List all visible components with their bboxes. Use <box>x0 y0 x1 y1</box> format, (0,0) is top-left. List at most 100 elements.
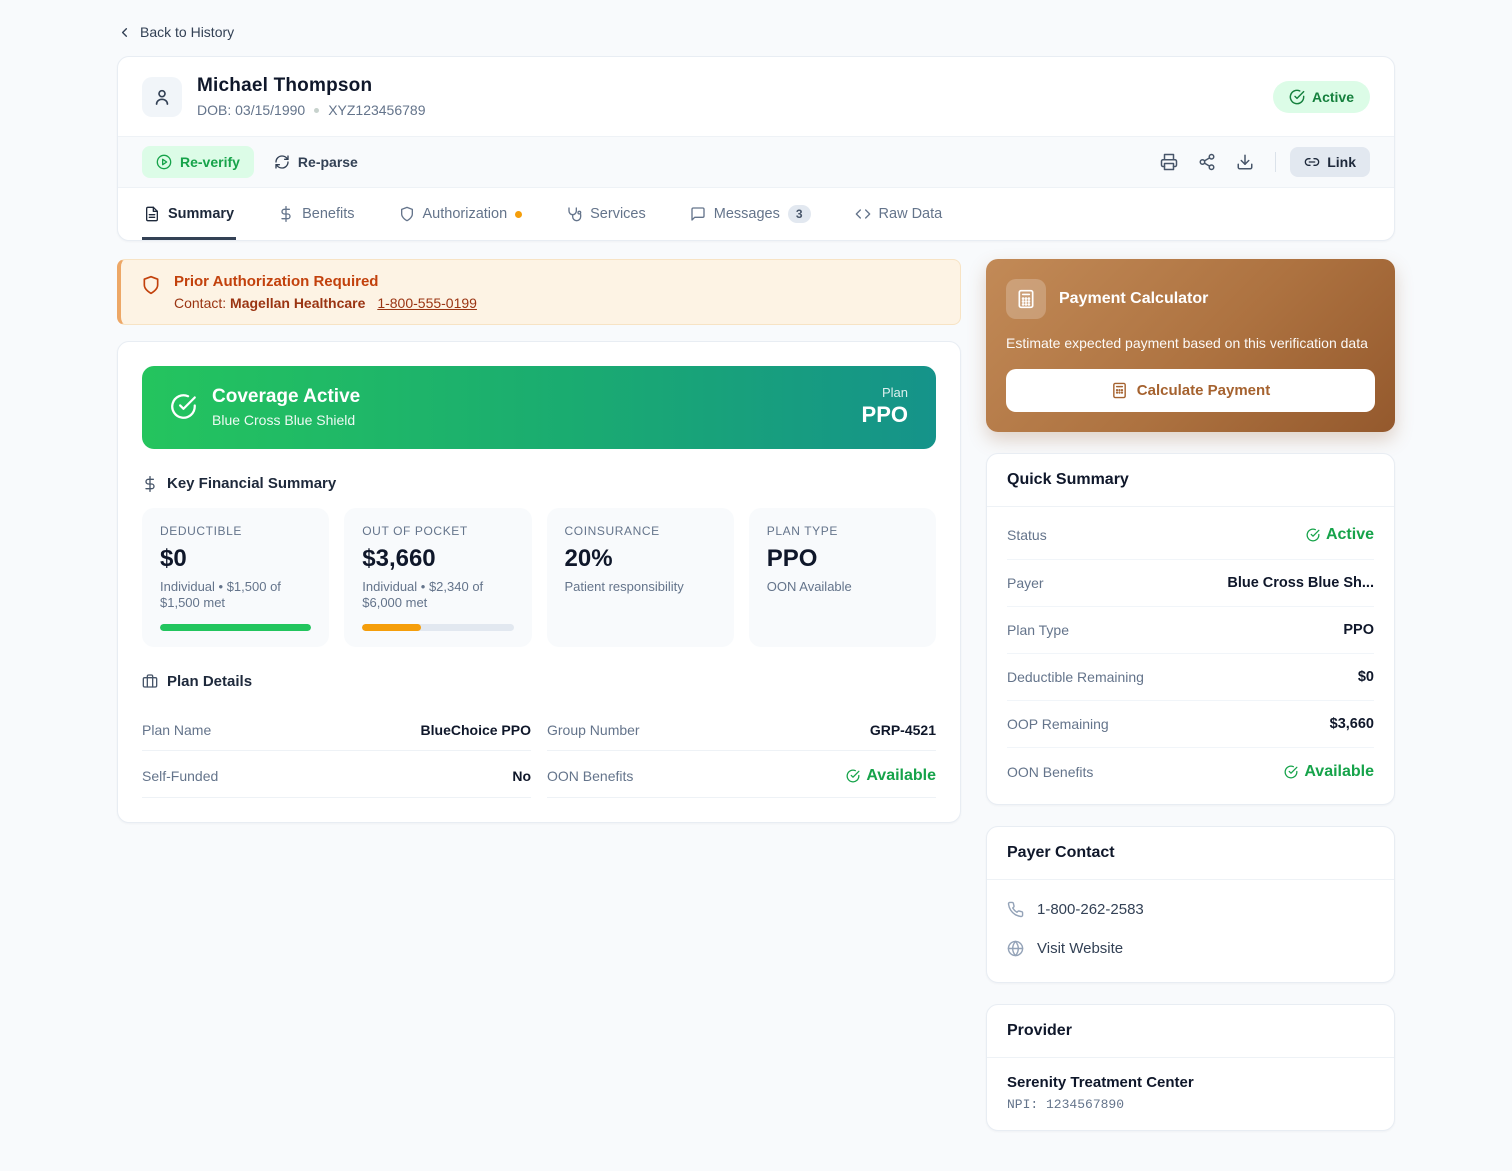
payer-website-label: Visit Website <box>1037 940 1124 958</box>
payment-calculator-header: Payment Calculator <box>1006 279 1375 319</box>
coverage-banner: Coverage Active Blue Cross Blue Shield P… <box>142 366 936 449</box>
summary-card: Coverage Active Blue Cross Blue Shield P… <box>117 341 961 823</box>
authorization-alert-dot <box>515 210 523 218</box>
share-icon <box>1198 153 1216 171</box>
share-button[interactable] <box>1191 147 1223 177</box>
side-column: Payment Calculator Estimate expected pay… <box>986 259 1395 1132</box>
tab-summary-label: Summary <box>168 206 235 222</box>
qs-row-plan-type: Plan Type PPO <box>1007 607 1374 655</box>
patient-header-card: Michael Thompson DOB: 03/15/1990 XYZ1234… <box>117 56 1395 241</box>
phone-icon <box>1007 901 1024 918</box>
check-circle-icon <box>846 769 860 783</box>
check-circle-icon <box>1306 528 1320 542</box>
print-button[interactable] <box>1153 147 1185 177</box>
patient-name: Michael Thompson <box>197 75 373 96</box>
coverage-plan-label: Plan <box>881 385 908 400</box>
detail-label: OON Benefits <box>547 767 634 784</box>
detail-value-available: Available <box>846 767 936 785</box>
provider-body: Serenity Treatment Center NPI: 123456789… <box>987 1058 1394 1130</box>
payer-phone-number: 1-800-262-2583 <box>1037 901 1144 919</box>
alert-content: Prior Authorization Required Contact: Ma… <box>174 273 477 311</box>
qs-row-status: Status Active <box>1007 511 1374 561</box>
coverage-title: Coverage Active <box>212 385 361 407</box>
plan-details-grid: Plan Name BlueChoice PPO Group Number GR… <box>142 706 936 798</box>
messages-count-badge: 3 <box>787 205 811 223</box>
stat-sub: Individual • $1,500 of $1,500 met <box>160 579 281 611</box>
tab-services[interactable]: Services <box>564 188 648 240</box>
payer-website-link[interactable]: Visit Website <box>1007 929 1374 968</box>
back-to-history-link[interactable]: Back to History <box>117 24 234 40</box>
detail-value: BlueChoice PPO <box>420 721 531 738</box>
reparse-button[interactable]: Re-parse <box>262 146 370 178</box>
stat-label: DEDUCTIBLE <box>160 524 243 538</box>
tab-bar: Summary Benefits Authorization Service <box>118 188 1394 240</box>
reparse-label: Re-parse <box>297 154 358 170</box>
financial-stats-grid: DEDUCTIBLE $0 Individual • $1,500 of $1,… <box>142 508 936 647</box>
calculator-icon <box>1016 289 1036 309</box>
tab-messages-label: Messages <box>713 206 780 222</box>
qs-row-oon-benefits: OON Benefits Available <box>1007 763 1374 781</box>
patient-meta: DOB: 03/15/1990 XYZ123456789 <box>197 102 426 118</box>
printer-icon <box>1160 153 1178 171</box>
qs-value-status: Active <box>1306 526 1374 544</box>
payer-contact-body: 1-800-262-2583 Visit Website <box>987 880 1394 982</box>
alert-contact-label: Contact: <box>174 295 227 311</box>
reverify-label: Re-verify <box>180 154 240 170</box>
alert-phone-link[interactable]: 1-800-555-0199 <box>377 295 477 311</box>
stat-value: $0 <box>160 545 187 572</box>
stat-value: $3,660 <box>362 545 436 572</box>
alert-contact-name: Magellan Healthcare <box>230 295 366 311</box>
message-square-icon <box>690 206 706 222</box>
tab-raw-data-label: Raw Data <box>878 206 943 222</box>
stat-value: PPO <box>766 545 818 572</box>
calculator-icon-box <box>1006 279 1046 319</box>
coverage-banner-left: Coverage Active Blue Cross Blue Shield <box>170 386 360 428</box>
payment-calculator-title: Payment Calculator <box>1059 290 1209 307</box>
calculate-payment-label: Calculate Payment <box>1136 382 1271 400</box>
download-icon <box>1236 153 1254 171</box>
qs-row-oop-remaining: OOP Remaining $3,660 <box>1007 701 1374 749</box>
main-column: Prior Authorization Required Contact: Ma… <box>117 259 961 1131</box>
calculate-payment-button[interactable]: Calculate Payment <box>1006 369 1375 413</box>
alert-title: Prior Authorization Required <box>174 273 379 290</box>
tab-raw-data[interactable]: Raw Data <box>853 188 945 240</box>
stat-label: PLAN TYPE <box>766 524 838 538</box>
link-button[interactable]: Link <box>1290 147 1370 177</box>
toolbar-right: Link <box>1153 147 1370 177</box>
link-icon <box>1304 154 1320 170</box>
file-text-icon <box>144 206 160 222</box>
play-circle-icon <box>156 154 172 170</box>
patient-dob: DOB: 03/15/1990 <box>197 102 306 118</box>
coverage-plan-value: PPO <box>861 402 908 427</box>
payer-contact-heading: Payer Contact <box>987 827 1394 881</box>
tab-benefits[interactable]: Benefits <box>276 188 356 240</box>
code-icon <box>855 206 871 222</box>
stat-value: 20% <box>564 545 613 572</box>
detail-row-group-number: Group Number GRP-4521 <box>547 706 936 751</box>
tab-messages[interactable]: Messages 3 <box>688 188 813 240</box>
shield-icon <box>399 206 415 222</box>
reverify-button[interactable]: Re-verify <box>142 146 254 178</box>
detail-value: No <box>512 767 531 784</box>
tab-summary[interactable]: Summary <box>142 188 237 240</box>
qs-row-deductible-remaining: Deductible Remaining $0 <box>1007 654 1374 702</box>
tab-authorization[interactable]: Authorization <box>397 188 525 240</box>
stat-card-coinsurance: COINSURANCE 20% Patient responsibility <box>546 508 734 647</box>
toolbar-divider <box>1275 152 1277 172</box>
patient-row: Michael Thompson DOB: 03/15/1990 XYZ1234… <box>118 57 1394 136</box>
detail-row-oon-benefits: OON Benefits Available <box>547 751 936 798</box>
alert-contact-line: Contact: Magellan Healthcare 1-800-555-0… <box>174 295 477 311</box>
back-link-label: Back to History <box>140 24 235 40</box>
patient-identity: Michael Thompson DOB: 03/15/1990 XYZ1234… <box>197 75 426 118</box>
globe-icon <box>1007 940 1024 957</box>
link-label: Link <box>1327 154 1356 170</box>
quick-summary-panel: Quick Summary Status Active Payer B <box>986 453 1395 806</box>
stat-card-out-of-pocket: OUT OF POCKET $3,660 Individual • $2,340… <box>344 508 532 647</box>
payer-phone-link[interactable]: 1-800-262-2583 <box>1007 890 1374 929</box>
financial-summary-heading: Key Financial Summary <box>142 475 936 492</box>
stat-card-deductible: DEDUCTIBLE $0 Individual • $1,500 of $1,… <box>142 508 330 647</box>
download-button[interactable] <box>1229 147 1261 177</box>
payment-calculator-card: Payment Calculator Estimate expected pay… <box>986 259 1395 433</box>
provider-heading: Provider <box>987 1005 1394 1059</box>
